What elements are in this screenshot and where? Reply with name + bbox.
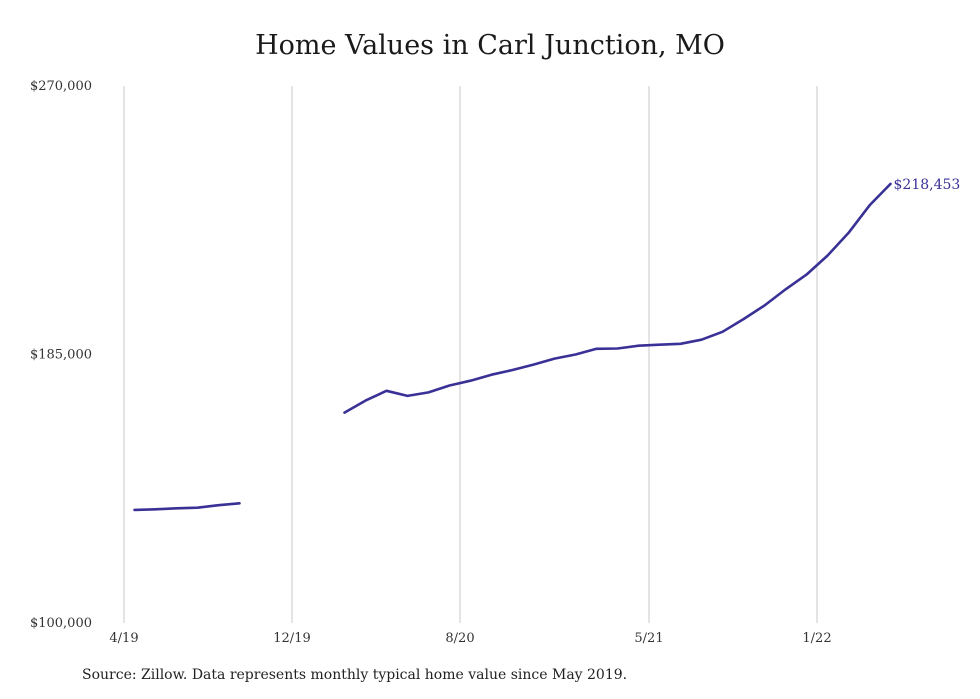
series-0-segment-1 (343, 182, 892, 414)
grid-lines (123, 86, 818, 623)
x-tick-label-3: 5/21 (634, 631, 663, 646)
y-tick-label-0: $270,000 (30, 79, 92, 94)
y-tick-label-2: $100,000 (30, 616, 92, 631)
y-tick-label-1: $185,000 (30, 348, 92, 363)
series-lines (133, 182, 892, 512)
source-note: Source: Zillow. Data represents monthly … (82, 667, 628, 683)
x-tick-label-2: 8/20 (445, 631, 474, 646)
chart-title: Home Values in Carl Junction, MO (255, 30, 725, 61)
series-0-segment-0 (133, 501, 241, 512)
end-value-label: $218,453 (894, 177, 961, 193)
x-tick-label-1: 12/19 (273, 631, 310, 646)
x-tick-label-4: 1/22 (802, 631, 831, 646)
x-tick-label-0: 4/19 (109, 631, 138, 646)
y-axis-ticks: $270,000 $185,000 $100,000 (30, 79, 92, 631)
annotations: $218,453 (894, 177, 961, 193)
x-axis-ticks: 4/19 12/19 8/20 5/21 1/22 (109, 631, 831, 646)
